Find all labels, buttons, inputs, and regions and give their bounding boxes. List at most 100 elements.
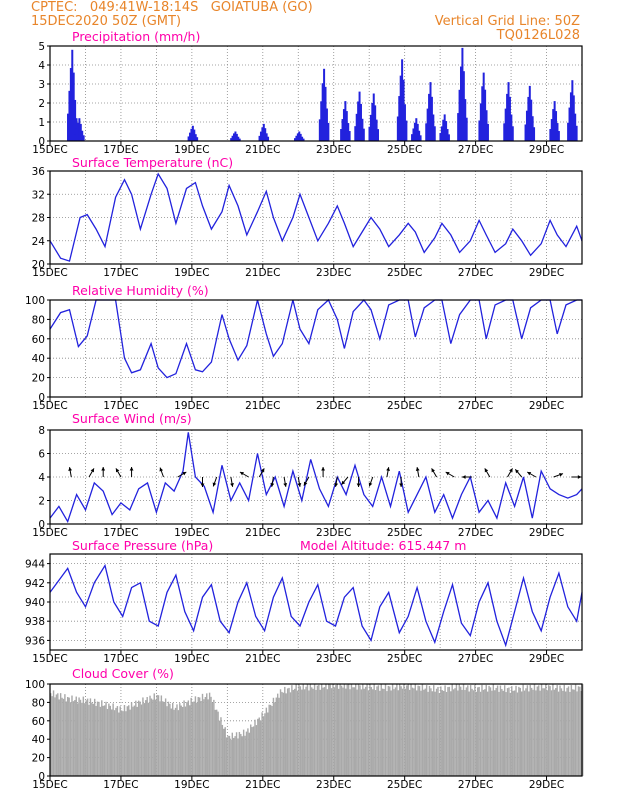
- x-tick-label: 29DEC: [529, 400, 564, 412]
- cloud-bar: [472, 690, 475, 776]
- precip-bar: [377, 129, 380, 141]
- wind-arrow: [115, 468, 122, 478]
- precip-bar: [231, 135, 234, 141]
- y-tick-label: 944: [25, 559, 45, 571]
- x-tick-label: 19DEC: [174, 653, 209, 665]
- cloud-bar: [401, 688, 404, 776]
- series-line: [49, 298, 582, 379]
- cloud-bar: [326, 689, 329, 776]
- cloud-bar: [149, 695, 151, 776]
- y-tick-label: 0: [38, 771, 45, 783]
- cloud-bar: [465, 687, 468, 776]
- cloud-bar: [85, 700, 87, 776]
- wind-arrow: [283, 476, 288, 487]
- cloud-bar: [495, 687, 497, 776]
- cloud-bar: [342, 687, 344, 776]
- cloud-bar: [150, 698, 153, 776]
- cloud-bar: [567, 686, 570, 776]
- precip-bar: [361, 118, 364, 141]
- precip-bar: [294, 138, 297, 141]
- cloud-bar: [421, 684, 424, 776]
- precip-bar: [235, 133, 238, 141]
- cloud-bar: [353, 687, 356, 776]
- cloud-bar: [194, 696, 197, 776]
- y-tick-label: 0: [38, 392, 45, 404]
- precip-bar: [295, 135, 298, 141]
- cloud-bar: [577, 686, 580, 776]
- cloud-bar: [355, 684, 357, 776]
- precip-bar: [344, 101, 347, 141]
- cloud-bar: [214, 709, 216, 776]
- cloud-bar: [261, 712, 263, 776]
- cloud-bar: [251, 727, 253, 776]
- precip-bar: [419, 135, 422, 141]
- x-tick-label: 25DEC: [387, 527, 422, 539]
- cloud-bar: [315, 689, 317, 776]
- cloud-bar: [101, 700, 103, 776]
- cloud-bar: [218, 720, 221, 776]
- y-tick-label: 80: [32, 697, 45, 709]
- cloud-bar: [119, 706, 121, 776]
- cloud-bar: [576, 691, 578, 776]
- cloud-bar: [533, 684, 536, 776]
- series-line: [49, 172, 583, 262]
- precip-bar: [396, 116, 399, 141]
- precip-bar: [81, 130, 84, 141]
- cloud-bar: [180, 705, 182, 776]
- precip-bar: [507, 82, 510, 141]
- cloud-bar: [135, 700, 137, 776]
- precip-bar: [368, 126, 371, 141]
- y-tick-label: 936: [25, 635, 45, 647]
- precip-bar: [549, 129, 552, 141]
- cloud-bar: [332, 684, 334, 776]
- cloud-bar: [435, 688, 438, 776]
- x-tick-label: 23DEC: [316, 144, 351, 156]
- cloud-bar: [308, 690, 310, 776]
- precip-bar: [340, 129, 343, 141]
- cloud-bar: [59, 693, 62, 776]
- cloud-bar: [374, 690, 377, 776]
- cloud-bar: [156, 694, 158, 776]
- cloud-bar: [82, 696, 85, 776]
- cloud-bar: [109, 705, 112, 776]
- cloud-bar: [162, 701, 164, 776]
- cloud-bar: [234, 736, 236, 776]
- panel-title: Cloud Cover (%): [72, 666, 174, 681]
- cloud-bar: [238, 731, 241, 776]
- precip-bar: [237, 136, 240, 141]
- cloud-bar: [145, 700, 147, 776]
- precip-bar: [354, 126, 357, 141]
- precip-bar: [552, 109, 555, 141]
- cloud-bar: [52, 690, 55, 776]
- cloud-bar: [233, 737, 235, 776]
- precip-bar: [478, 120, 481, 141]
- x-tick-label: 29DEC: [529, 779, 564, 791]
- precip-bar: [359, 103, 362, 141]
- cloud-bar: [285, 693, 287, 776]
- precip-bar: [531, 116, 534, 141]
- precip-bar: [530, 99, 533, 141]
- wind-arrow: [399, 477, 404, 487]
- precip-bar: [524, 124, 527, 141]
- x-tick-label: 15DEC: [32, 779, 67, 791]
- wind-arrow: [507, 468, 513, 478]
- wind-arrow: [514, 469, 523, 478]
- precip-bar: [457, 113, 460, 141]
- cloud-bar: [560, 688, 563, 776]
- precip-bar: [527, 96, 530, 141]
- precip-bar: [318, 119, 321, 141]
- precip-bar: [187, 136, 190, 141]
- cloud-bar: [553, 689, 556, 776]
- precip-bar: [508, 96, 511, 141]
- cloud-bar: [69, 702, 72, 776]
- cloud-bar: [237, 738, 239, 776]
- cloud-bar: [210, 696, 212, 776]
- precip-bar: [301, 136, 304, 141]
- x-tick-label: 25DEC: [387, 653, 422, 665]
- precip-bar: [324, 86, 327, 141]
- cloud-bar: [447, 687, 449, 776]
- precip-bar: [428, 93, 431, 141]
- cloud-bar: [369, 684, 371, 776]
- cloud-bar: [414, 684, 417, 776]
- cloud-bar: [328, 684, 330, 776]
